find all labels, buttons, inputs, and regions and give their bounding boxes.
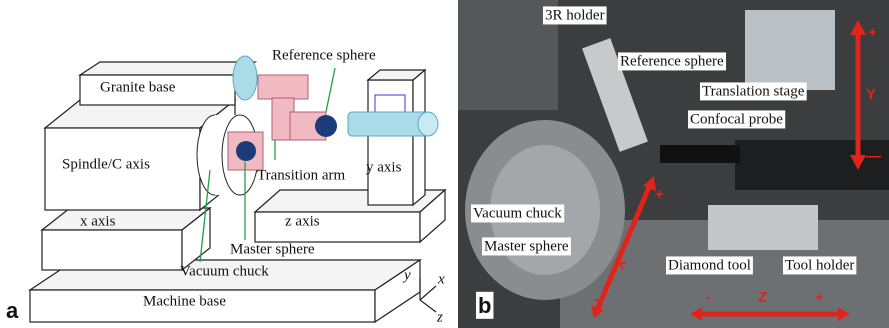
figure: Granite base Reference sphere Spindle/C …	[0, 0, 889, 328]
annotation: Vacuum chuck	[473, 205, 562, 221]
annotation: Spindle/C axis	[62, 156, 150, 172]
panel-label: a	[6, 298, 19, 323]
annotation: z axis	[285, 213, 320, 229]
axis-sign: -	[594, 291, 599, 308]
annotation: Machine base	[143, 293, 226, 309]
axis-sign: —	[866, 148, 881, 165]
annotation: x axis	[80, 213, 116, 229]
axis-sign: +	[815, 289, 824, 306]
panel-label: b	[478, 293, 491, 318]
axis-label: z	[436, 309, 443, 325]
annotation: Reference sphere	[272, 47, 376, 63]
annotation: Vacuum chuck	[180, 263, 269, 279]
axis-sign: +	[868, 24, 877, 41]
annotation: Diamond tool	[668, 257, 751, 273]
axis-sign: +	[655, 186, 664, 203]
annotation: y axis	[366, 159, 402, 175]
schematic	[30, 0, 889, 328]
annotation: Translation stage	[702, 83, 805, 99]
annotation: Tool holder	[785, 257, 854, 273]
axis-sign: -	[706, 289, 711, 306]
axis-label: x	[437, 271, 445, 287]
axis-label: y	[402, 267, 411, 283]
annotation: Transition arm	[257, 167, 346, 183]
axis-name: Z	[758, 289, 767, 306]
page: {"panels": [ {"label": "a", "annotations…	[0, 0, 889, 328]
annotation: Confocal probe	[690, 111, 783, 127]
annotation: Reference sphere	[620, 53, 724, 69]
axis-name: Y	[866, 86, 876, 103]
annotation: Master sphere	[230, 241, 315, 257]
annotation: Master sphere	[484, 238, 569, 254]
annotation: 3R holder	[545, 7, 605, 23]
annotation: Granite base	[100, 79, 176, 95]
